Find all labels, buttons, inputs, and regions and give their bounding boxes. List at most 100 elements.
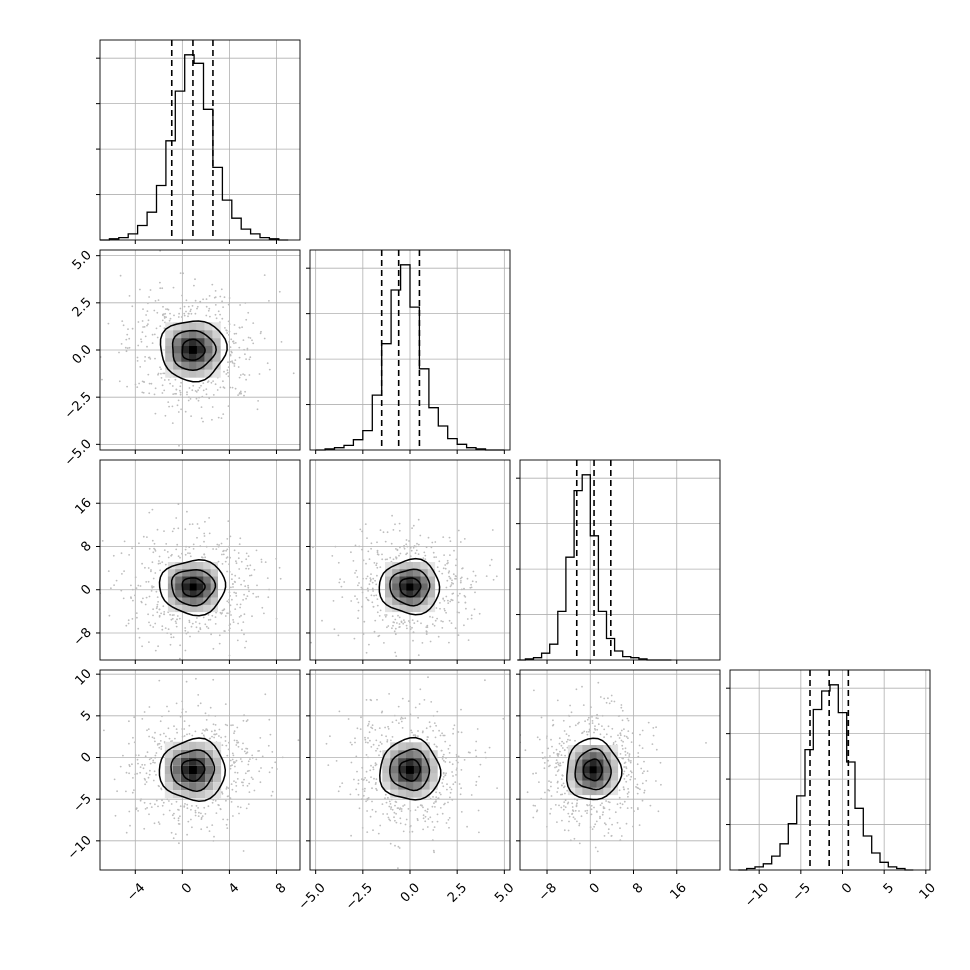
density-cell bbox=[596, 766, 604, 774]
density-cell bbox=[589, 759, 597, 767]
density-cell bbox=[390, 789, 399, 798]
density-cell bbox=[188, 790, 197, 799]
density-cell bbox=[164, 782, 173, 791]
density-cell bbox=[212, 322, 221, 331]
x-tick-label: 10 bbox=[917, 880, 939, 902]
density-peak bbox=[189, 346, 197, 354]
density-cell bbox=[173, 338, 181, 346]
x-tick-label: −5 bbox=[790, 880, 814, 904]
density-cell bbox=[181, 346, 189, 354]
density-cell bbox=[172, 757, 181, 766]
x-tick-label: 8 bbox=[630, 880, 646, 896]
density-cell bbox=[205, 782, 213, 791]
contour-line bbox=[378, 557, 441, 616]
density-cell bbox=[189, 322, 197, 331]
x-tick-label: 2.5 bbox=[445, 880, 470, 905]
density-cell bbox=[603, 766, 611, 774]
density-cell bbox=[420, 562, 428, 570]
density-cell bbox=[420, 590, 428, 598]
contour-line bbox=[389, 748, 431, 792]
hist-step-line bbox=[517, 474, 672, 661]
density-cell bbox=[414, 789, 422, 798]
scatter-points bbox=[325, 676, 505, 869]
contour-line bbox=[379, 736, 442, 801]
density-cell bbox=[610, 745, 619, 753]
density-cell bbox=[414, 774, 422, 782]
density-cell bbox=[165, 346, 174, 354]
density-cell bbox=[175, 576, 183, 584]
density-cell bbox=[385, 583, 393, 591]
density-cell bbox=[406, 758, 414, 766]
y-tick-label: 5 bbox=[78, 708, 94, 724]
density-cell bbox=[406, 789, 414, 798]
density-cell bbox=[420, 583, 428, 591]
density-cell bbox=[196, 597, 204, 605]
density-cell bbox=[180, 741, 189, 750]
density-cell bbox=[429, 781, 438, 790]
density-cell bbox=[167, 590, 176, 598]
axes-frame bbox=[729, 669, 931, 871]
density-cell bbox=[398, 774, 406, 782]
density-cell bbox=[589, 752, 597, 760]
density-cell bbox=[181, 322, 189, 331]
density-cell bbox=[182, 562, 190, 570]
hist-panel-1 bbox=[306, 249, 511, 454]
density-cell bbox=[610, 780, 619, 788]
density-cell bbox=[196, 322, 205, 331]
density-cell bbox=[392, 590, 400, 598]
hist-panel-3 bbox=[726, 669, 931, 874]
density-cell bbox=[406, 562, 414, 570]
scatter-panel-2-0 bbox=[96, 459, 301, 664]
density-cell bbox=[399, 597, 407, 605]
density-peak bbox=[189, 583, 197, 591]
density-cell bbox=[164, 741, 173, 750]
density-cell bbox=[429, 774, 438, 782]
y-tick-label: −5.0 bbox=[62, 437, 95, 470]
density-cell bbox=[399, 583, 407, 591]
density-cell bbox=[382, 766, 391, 774]
scatter-panel-2-1 bbox=[306, 459, 511, 664]
hist-step-line bbox=[738, 684, 914, 871]
density-cell bbox=[189, 354, 197, 362]
density-cell bbox=[210, 569, 218, 577]
density-cell bbox=[414, 742, 422, 751]
density-cell bbox=[173, 369, 181, 378]
density-cell bbox=[427, 562, 436, 570]
y-tick-label: 0 bbox=[78, 750, 94, 766]
y-tick-label: −10 bbox=[65, 833, 95, 863]
density-cell bbox=[398, 766, 406, 774]
contour-line bbox=[158, 737, 227, 802]
density-cell bbox=[189, 369, 197, 378]
density-cell bbox=[575, 773, 583, 781]
density-peak bbox=[406, 583, 414, 591]
density-cell bbox=[165, 369, 174, 378]
density-cell bbox=[210, 597, 218, 605]
density-cell bbox=[421, 774, 430, 782]
density-cell bbox=[385, 604, 393, 613]
y-tick-label: 8 bbox=[78, 539, 94, 555]
contour-line bbox=[170, 569, 217, 607]
scatter-panel-3-2 bbox=[516, 669, 721, 874]
density-cell bbox=[164, 757, 173, 766]
x-tick-label: 8 bbox=[273, 880, 289, 896]
density-cell bbox=[182, 604, 190, 613]
density-cell bbox=[427, 583, 436, 591]
density-cell bbox=[205, 774, 213, 782]
y-tick-label: 5.0 bbox=[70, 248, 95, 273]
density-cell bbox=[420, 569, 428, 577]
density-cell bbox=[212, 361, 221, 370]
density-cell bbox=[189, 590, 197, 598]
density-peak bbox=[406, 766, 414, 774]
y-tick-label: −5 bbox=[71, 791, 95, 815]
density-cell bbox=[575, 759, 583, 767]
density-cell bbox=[204, 369, 213, 378]
density-cell bbox=[164, 766, 173, 774]
density-cell bbox=[596, 780, 604, 788]
density-cell bbox=[567, 752, 576, 760]
density-cell bbox=[197, 766, 205, 774]
density-cell bbox=[603, 745, 611, 753]
density-cell bbox=[175, 590, 183, 598]
density-cell bbox=[197, 782, 205, 791]
density-cell bbox=[205, 766, 213, 774]
